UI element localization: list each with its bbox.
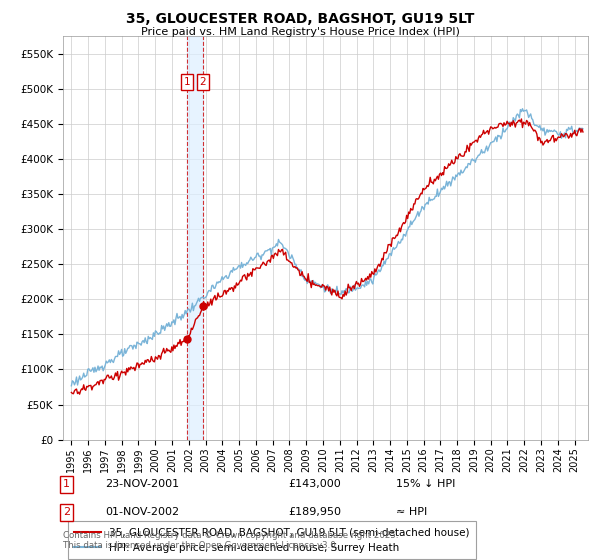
Text: £143,000: £143,000 [288,479,341,489]
Text: 01-NOV-2002: 01-NOV-2002 [105,507,179,517]
Text: 15% ↓ HPI: 15% ↓ HPI [396,479,455,489]
Text: 1: 1 [184,77,190,87]
Text: 1: 1 [63,479,70,489]
Text: 23-NOV-2001: 23-NOV-2001 [105,479,179,489]
Text: £189,950: £189,950 [288,507,341,517]
Bar [187,36,203,440]
Text: Price paid vs. HM Land Registry's House Price Index (HPI): Price paid vs. HM Land Registry's House … [140,27,460,37]
Legend: 35, GLOUCESTER ROAD, BAGSHOT, GU19 5LT (semi-detached house), HPI: Average price: 35, GLOUCESTER ROAD, BAGSHOT, GU19 5LT (… [68,521,476,559]
Text: 35, GLOUCESTER ROAD, BAGSHOT, GU19 5LT: 35, GLOUCESTER ROAD, BAGSHOT, GU19 5LT [126,12,474,26]
Text: ≈ HPI: ≈ HPI [396,507,427,517]
Text: 2: 2 [63,507,70,517]
Text: 2: 2 [199,77,206,87]
Text: Contains HM Land Registry data © Crown copyright and database right 2025.
This d: Contains HM Land Registry data © Crown c… [63,530,398,550]
